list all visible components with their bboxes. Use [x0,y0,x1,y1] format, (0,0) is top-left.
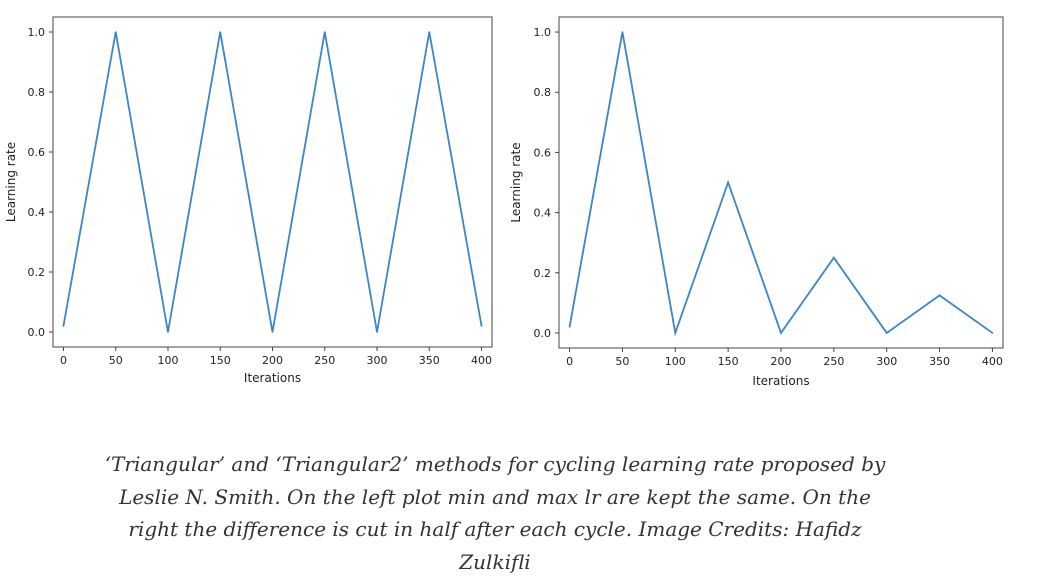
data-point [219,31,222,33]
data-point [568,326,571,328]
y-tick-label: 0.0 [534,327,552,340]
y-tick-label: 0.2 [534,267,552,280]
data-point [62,325,65,327]
caption-line-4: Zulkifli [459,549,531,574]
x-tick-label: 350 [929,355,950,368]
y-axis-label: Learning rate [4,142,18,222]
caption-line-2: Leslie N. Smith. On the left plot min an… [119,484,871,509]
x-axis-label: Iterations [752,374,809,388]
x-tick-label: 100 [157,354,178,367]
y-tick-label: 0.8 [28,86,46,99]
data-point [938,294,941,297]
y-tick-label: 0.4 [28,206,46,219]
data-point [674,332,677,334]
x-tick-label: 350 [419,354,440,367]
y-tick-label: 0.4 [534,207,552,220]
data-point [885,332,888,334]
y-tick-label: 0.6 [534,146,552,159]
y-tick-label: 1.0 [534,26,552,39]
data-point [271,331,274,333]
chart-1: 0 50 100 150 200 250 300 350 400 0.0 0.2 0.4 0.6 0.8 1… [4,16,493,385]
y-tick-label: 0.6 [28,146,46,159]
x-tick-label: 250 [823,355,844,368]
data-point [323,31,326,33]
y-tick-label: 1.0 [28,26,46,39]
series-line [568,31,993,337]
y-axis-label: Learning rate [509,142,523,222]
y-tick-label: 0.2 [28,266,46,279]
x-tick-label: 0 [60,354,67,367]
x-tick-label: 100 [665,355,686,368]
x-tick-label: 400 [982,355,1003,368]
y-tick-label: 0.0 [28,326,46,339]
caption-line-3: right the difference is cut in half afte… [128,517,862,541]
x-tick-label: 300 [876,355,897,368]
y-tick-label: 0.8 [534,86,552,99]
data-point [833,256,835,259]
data-point [480,325,483,327]
x-tick-label: 200 [262,354,283,367]
x-tick-label: 250 [314,354,335,367]
x-tick-label: 150 [718,355,739,368]
figure: 0 50 100 150 200 250 300 350 400 0.0 0.2 0.4 0.6 0.8 1… [4,16,1004,388]
x-tick-label: 50 [109,354,123,367]
x-tick-label: 300 [367,354,388,367]
series-line [62,31,483,333]
data-point [114,31,117,33]
data-point [991,332,994,334]
x-tick-label: 0 [566,355,573,368]
data-point [727,181,729,184]
x-tick-label: 150 [210,354,231,367]
x-tick-label: 400 [471,354,492,367]
data-point [376,331,378,333]
figure-caption: ‘Triangular’ and ‘Triangular2’ methods f… [100,448,890,578]
x-axis-label: Iterations [244,371,301,385]
plot-frame [52,16,493,348]
caption-line-1: ‘Triangular’ and ‘Triangular2’ methods f… [104,452,886,476]
data-point [780,332,782,334]
data-point [621,31,624,33]
data-point [167,331,169,333]
x-tick-label: 50 [615,355,629,368]
chart-2: 0 50 100 150 200 250 300 350 400 0.0 0.2 0.4 0.6 0.8 1… [509,16,1004,388]
x-tick-label: 200 [771,355,792,368]
data-point [428,31,431,33]
